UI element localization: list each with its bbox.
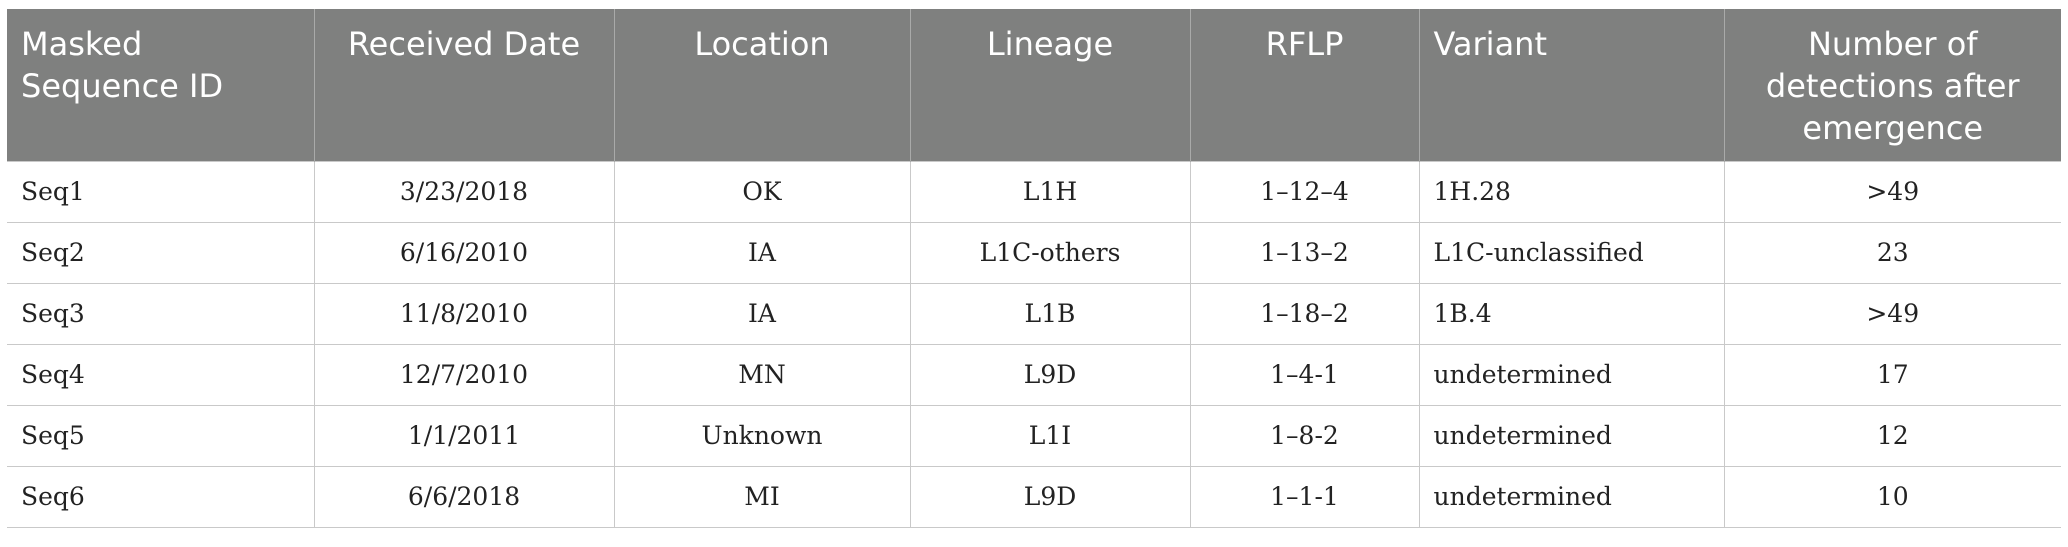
cell-detections: 23	[1723, 221, 2061, 283]
header-masked-sequence-id: Masked Sequence ID	[7, 9, 314, 161]
cell-sequence-id: Seq5	[7, 404, 314, 466]
cell-detections: 12	[1723, 404, 2061, 466]
table-row: Seq6 6/6/2018 MI L9D 1–1-1 undetermined …	[7, 465, 2061, 528]
cell-variant: 1H.28	[1418, 160, 1724, 222]
cell-received-date: 11/8/2010	[313, 282, 614, 344]
cell-detections: >49	[1723, 282, 2061, 344]
cell-lineage: L9D	[909, 465, 1190, 528]
cell-rflp: 1–8-2	[1189, 404, 1419, 466]
cell-variant: undetermined	[1418, 465, 1724, 528]
cell-rflp: 1–18–2	[1189, 282, 1419, 344]
cell-lineage: L1C-others	[909, 221, 1190, 283]
cell-location: Unknown	[613, 404, 910, 466]
table-row: Seq5 1/1/2011 Unknown L1I 1–8-2 undeterm…	[7, 404, 2061, 466]
cell-received-date: 12/7/2010	[313, 343, 614, 405]
header-row: Masked Sequence ID Received Date Locatio…	[7, 9, 2061, 161]
cell-received-date: 1/1/2011	[313, 404, 614, 466]
cell-variant: L1C-unclassified	[1418, 221, 1724, 283]
table-row: Seq1 3/23/2018 OK L1H 1–12–4 1H.28 >49	[7, 160, 2061, 222]
sequence-table: Masked Sequence ID Received Date Locatio…	[7, 9, 2061, 528]
cell-lineage: L1B	[909, 282, 1190, 344]
cell-location: MN	[613, 343, 910, 405]
cell-sequence-id: Seq6	[7, 465, 314, 528]
cell-detections: 17	[1723, 343, 2061, 405]
cell-rflp: 1–12–4	[1189, 160, 1419, 222]
cell-location: IA	[613, 282, 910, 344]
header-variant: Variant	[1418, 9, 1724, 161]
cell-variant: 1B.4	[1418, 282, 1724, 344]
cell-sequence-id: Seq2	[7, 221, 314, 283]
cell-variant: undetermined	[1418, 404, 1724, 466]
cell-rflp: 1–1-1	[1189, 465, 1419, 528]
cell-received-date: 6/16/2010	[313, 221, 614, 283]
cell-variant: undetermined	[1418, 343, 1724, 405]
cell-location: MI	[613, 465, 910, 528]
cell-rflp: 1–13–2	[1189, 221, 1419, 283]
cell-sequence-id: Seq3	[7, 282, 314, 344]
cell-lineage: L1I	[909, 404, 1190, 466]
cell-detections: >49	[1723, 160, 2061, 222]
table-body: Seq1 3/23/2018 OK L1H 1–12–4 1H.28 >49 S…	[7, 160, 2061, 528]
sequence-table-container: Masked Sequence ID Received Date Locatio…	[7, 9, 2061, 528]
header-rflp: RFLP	[1189, 9, 1419, 161]
header-received-date: Received Date	[313, 9, 614, 161]
header-location: Location	[613, 9, 910, 161]
cell-sequence-id: Seq4	[7, 343, 314, 405]
cell-location: IA	[613, 221, 910, 283]
cell-rflp: 1–4-1	[1189, 343, 1419, 405]
header-number-of-detections: Number of detections after emergence	[1723, 9, 2061, 161]
table-row: Seq3 11/8/2010 IA L1B 1–18–2 1B.4 >49	[7, 282, 2061, 344]
cell-received-date: 6/6/2018	[313, 465, 614, 528]
cell-sequence-id: Seq1	[7, 160, 314, 222]
cell-location: OK	[613, 160, 910, 222]
cell-lineage: L1H	[909, 160, 1190, 222]
header-lineage: Lineage	[909, 9, 1190, 161]
cell-detections: 10	[1723, 465, 2061, 528]
cell-received-date: 3/23/2018	[313, 160, 614, 222]
table-row: Seq2 6/16/2010 IA L1C-others 1–13–2 L1C-…	[7, 221, 2061, 283]
table-header: Masked Sequence ID Received Date Locatio…	[7, 9, 2061, 161]
table-row: Seq4 12/7/2010 MN L9D 1–4-1 undetermined…	[7, 343, 2061, 405]
cell-lineage: L9D	[909, 343, 1190, 405]
